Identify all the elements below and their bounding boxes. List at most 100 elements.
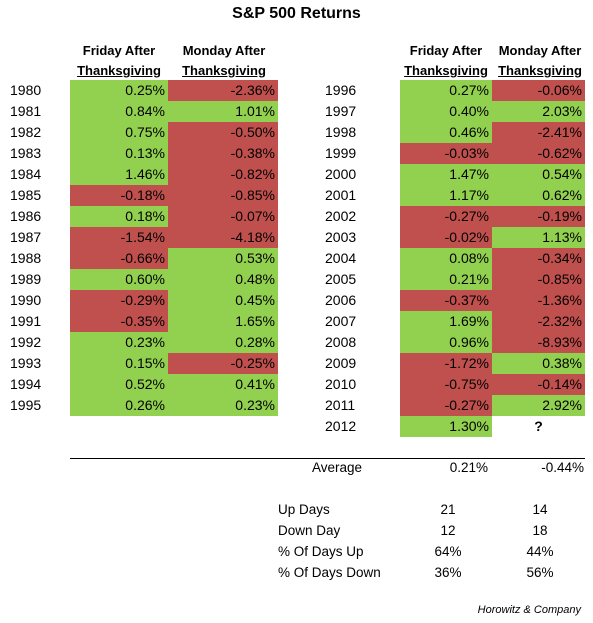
left-row-monday-cell: -0.82% — [168, 164, 278, 185]
right-row-year: 2010 — [325, 376, 357, 392]
left-row-monday-cell: -0.85% — [168, 185, 278, 206]
average-label: Average — [312, 460, 363, 475]
left-row-monday-cell: -0.25% — [168, 353, 278, 374]
average-monday: -0.44% — [541, 460, 584, 475]
right-row-year: 2000 — [325, 166, 357, 182]
right-row-friday-cell: 1.30% — [400, 416, 492, 437]
right-row-friday-cell: -0.75% — [400, 374, 492, 395]
right-row-monday-cell: -0.62% — [492, 143, 585, 164]
left-row-monday-cell: 1.01% — [168, 101, 278, 122]
right-row-monday-cell: -0.19% — [492, 206, 585, 227]
left-row-year: 1993 — [10, 355, 42, 371]
stat-monday: 14 — [532, 502, 548, 517]
left-row-friday-cell: 0.75% — [70, 122, 168, 143]
left-row-friday-cell: -0.29% — [70, 290, 168, 311]
right-row-monday-cell: 2.92% — [492, 395, 585, 416]
left-row-friday-cell: 0.26% — [70, 395, 168, 416]
left-row-year: 1992 — [10, 334, 42, 350]
left-row-monday-cell: -0.07% — [168, 206, 278, 227]
right-row-monday-cell: -0.14% — [492, 374, 585, 395]
left-row-friday-cell: 0.25% — [70, 80, 168, 101]
right-row-friday-cell: -1.72% — [400, 353, 492, 374]
right-row-friday-cell: 0.08% — [400, 248, 492, 269]
right-row-monday-cell: -2.41% — [492, 122, 585, 143]
stat-label: Up Days — [278, 502, 330, 517]
left-row-friday-cell: 0.18% — [70, 206, 168, 227]
right-row-year: 2001 — [325, 187, 357, 203]
right-row-monday-cell: 2.03% — [492, 101, 585, 122]
right-row-year: 2009 — [325, 355, 357, 371]
left-row-year: 1983 — [10, 145, 42, 161]
left-row-year: 1984 — [10, 166, 42, 182]
chart-title: S&P 500 Returns — [232, 5, 361, 22]
right-row-monday-cell: -0.85% — [492, 269, 585, 290]
right-row-year: 2007 — [325, 313, 357, 329]
left-row-year: 1985 — [10, 187, 42, 203]
right-row-year: 1997 — [325, 103, 357, 119]
left-row-monday-cell: 0.53% — [168, 248, 278, 269]
left-header-monday-line1: Monday After — [182, 43, 266, 58]
stat-friday: 21 — [440, 502, 456, 517]
right-row-year: 1999 — [325, 145, 357, 161]
right-row-friday-cell: 0.21% — [400, 269, 492, 290]
left-row-friday-cell: -0.66% — [70, 248, 168, 269]
right-row-year: 1996 — [325, 82, 357, 98]
stat-label: % Of Days Up — [278, 544, 364, 559]
left-row-year: 1987 — [10, 229, 42, 245]
left-row-year: 1989 — [10, 271, 42, 287]
right-header-friday: Friday After Thanksgiving — [400, 41, 492, 81]
left-row-year: 1982 — [10, 124, 42, 140]
left-row-friday-cell: 0.15% — [70, 353, 168, 374]
left-header-monday: Monday After Thanksgiving — [170, 41, 278, 81]
right-row-friday-cell: 1.69% — [400, 311, 492, 332]
left-row-friday-cell: -1.54% — [70, 227, 168, 248]
right-header-monday-line2: Thanksgiving — [498, 63, 582, 78]
right-row-monday-cell: 1.13% — [492, 227, 585, 248]
left-header-friday-line1: Friday After — [82, 43, 156, 58]
right-row-monday-cell: 0.38% — [492, 353, 585, 374]
right-row-monday-cell: -0.06% — [492, 80, 585, 101]
left-row-year: 1980 — [10, 82, 42, 98]
left-row-monday-cell: -2.36% — [168, 80, 278, 101]
right-row-year: 2005 — [325, 271, 357, 287]
left-row-year: 1986 — [10, 208, 42, 224]
right-row-year: 2002 — [325, 208, 357, 224]
stat-friday: 36% — [434, 565, 462, 580]
right-row-friday-cell: -0.27% — [400, 395, 492, 416]
right-row-friday-cell: -0.03% — [400, 143, 492, 164]
stat-label: % Of Days Down — [278, 565, 381, 580]
stat-monday: 44% — [526, 544, 554, 559]
left-row-monday-cell: 0.45% — [168, 290, 278, 311]
right-row-friday-cell: 1.17% — [400, 185, 492, 206]
left-row-monday-cell: -4.18% — [168, 227, 278, 248]
right-row-friday-cell: 0.96% — [400, 332, 492, 353]
stat-monday: 18 — [532, 523, 548, 538]
right-row-monday-cell: 0.62% — [492, 185, 585, 206]
right-row-monday-cell: 0.54% — [492, 164, 585, 185]
right-row-friday-cell: -0.27% — [400, 206, 492, 227]
right-row-year: 2003 — [325, 229, 357, 245]
left-row-monday-cell: -0.38% — [168, 143, 278, 164]
right-row-friday-cell: -0.37% — [400, 290, 492, 311]
stat-label: Down Day — [278, 523, 341, 538]
left-row-year: 1994 — [10, 376, 42, 392]
left-row-friday-cell: 0.60% — [70, 269, 168, 290]
left-row-monday-cell: 0.28% — [168, 332, 278, 353]
right-row-friday-cell: 1.47% — [400, 164, 492, 185]
left-row-monday-cell: 0.23% — [168, 395, 278, 416]
right-row-year: 2008 — [325, 334, 357, 350]
stat-monday: 56% — [526, 565, 554, 580]
right-row-friday-cell: 0.27% — [400, 80, 492, 101]
right-row-friday-cell: 0.46% — [400, 122, 492, 143]
stat-friday: 12 — [440, 523, 456, 538]
right-row-friday-cell: -0.02% — [400, 227, 492, 248]
left-header-monday-line2: Thanksgiving — [182, 63, 266, 78]
right-row-friday-cell: 0.40% — [400, 101, 492, 122]
left-row-friday-cell: 0.52% — [70, 374, 168, 395]
left-row-year: 1981 — [10, 103, 42, 119]
right-row-monday-cell: -1.36% — [492, 290, 585, 311]
left-row-monday-cell: 0.48% — [168, 269, 278, 290]
stat-friday: 64% — [434, 544, 462, 559]
left-row-monday-cell: -0.50% — [168, 122, 278, 143]
left-row-year: 1988 — [10, 250, 42, 266]
